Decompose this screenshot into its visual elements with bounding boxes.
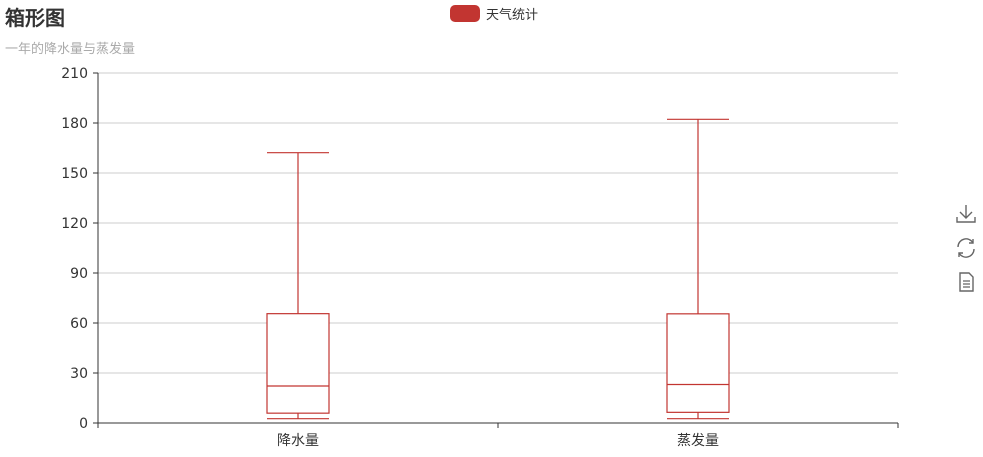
chart-subtitle: 一年的降水量与蒸发量: [5, 42, 136, 57]
y-tick-label: 30: [70, 366, 88, 382]
y-tick-label: 90: [70, 266, 88, 282]
y-tick-label: 210: [61, 66, 88, 82]
refresh-icon[interactable]: [954, 236, 978, 260]
data-view-icon[interactable]: [954, 270, 978, 294]
y-tick-label: 180: [61, 116, 88, 132]
x-tick-label: 降水量: [277, 433, 319, 449]
y-tick-label: 0: [79, 416, 88, 432]
y-tick-label: 120: [61, 216, 88, 232]
box-蒸发量[interactable]: [666, 118, 730, 420]
box-iqr[interactable]: [666, 313, 730, 413]
y-tick-label: 60: [70, 316, 88, 332]
legend-swatch[interactable]: [450, 5, 480, 22]
legend-label[interactable]: 天气统计: [486, 8, 539, 23]
box-iqr[interactable]: [266, 313, 330, 414]
chart-title: 箱形图: [5, 6, 65, 30]
download-icon[interactable]: [954, 202, 978, 226]
box-降水量[interactable]: [266, 152, 330, 420]
legend[interactable]: 天气统计: [450, 4, 538, 23]
toolbox: [954, 202, 980, 304]
x-tick-label: 蒸发量: [677, 433, 719, 449]
y-tick-label: 150: [61, 166, 88, 182]
